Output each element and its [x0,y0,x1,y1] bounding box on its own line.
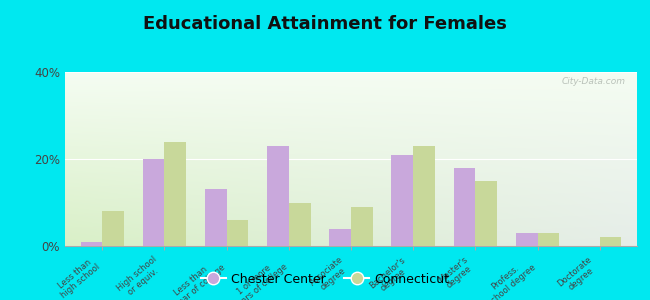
Bar [289,202,311,246]
Bar [143,159,164,246]
Bar [475,181,497,246]
Bar [330,229,351,246]
Bar [205,190,227,246]
Bar [102,211,124,246]
Bar [164,142,187,246]
Bar [600,237,621,246]
Legend: Chester Center, Connecticut: Chester Center, Connecticut [196,268,454,291]
Bar [515,233,538,246]
Text: City-Data.com: City-Data.com [562,77,625,86]
Bar [413,146,435,246]
Bar [267,146,289,246]
Text: Educational Attainment for Females: Educational Attainment for Females [143,15,507,33]
Bar [454,168,475,246]
Bar [81,242,102,246]
Bar [391,154,413,246]
Bar [351,207,372,246]
Bar [538,233,559,246]
Bar [227,220,248,246]
